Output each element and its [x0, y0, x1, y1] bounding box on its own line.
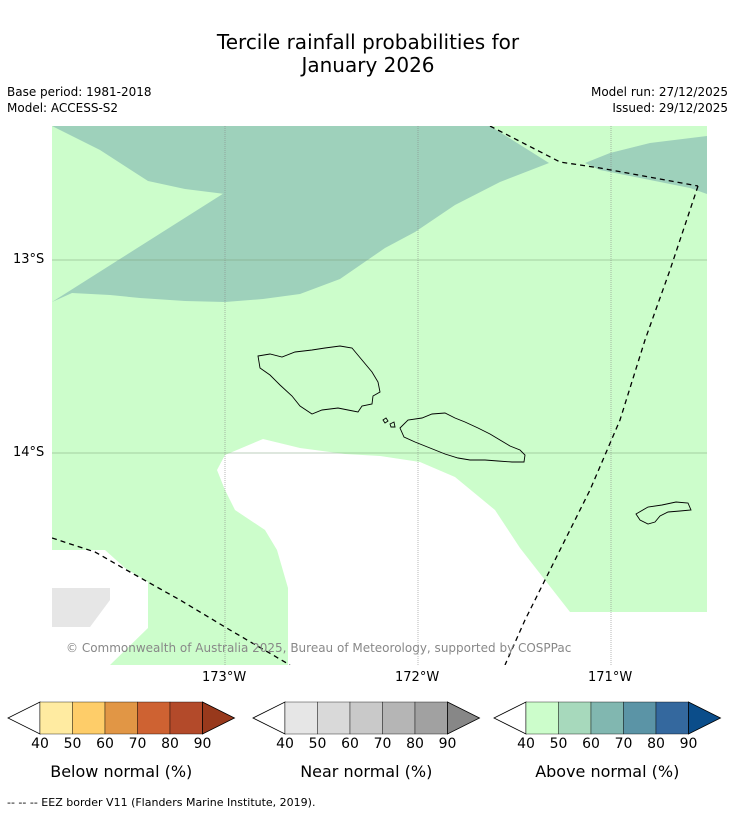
near-colorbar-segment [284, 701, 318, 735]
meta-right: Model run: 27/12/2025 Issued: 29/12/2025 [591, 84, 728, 116]
map-title: Tercile rainfall probabilities for Janua… [0, 31, 736, 77]
below-colorbar-tick-label: 70 [128, 736, 147, 752]
issued-text: Issued: 29/12/2025 [612, 101, 728, 115]
below-colorbar-segment [39, 701, 73, 735]
above-normal-upper-right-band [585, 136, 707, 194]
near-colorbar-segment [382, 701, 416, 735]
below-colorbar-segment [169, 701, 203, 735]
above-colorbar-tick-label: 90 [679, 736, 698, 752]
eez-border [52, 126, 699, 665]
below-colorbar-tick-label: 80 [161, 736, 179, 752]
near-normal-40-50-region [52, 588, 110, 627]
above-colorbar-tick-label: 40 [517, 736, 535, 752]
above-colorbar-tick-label: 70 [614, 736, 633, 752]
eez-border-southwest [52, 537, 291, 665]
map-area [52, 126, 707, 665]
below-normal-legend-title: Below normal (%) [50, 762, 193, 781]
model-run-text: Model run: 27/12/2025 [590, 85, 728, 99]
near-colorbar-segment [317, 701, 351, 735]
lat-label-14s: 14°S [13, 445, 45, 460]
below-colorbar-tick-label: 50 [63, 736, 82, 752]
near-colorbar-tick-label: 40 [276, 736, 294, 752]
below-colorbar-tick-label: 90 [193, 736, 212, 752]
near-colorbar-tick-label: 80 [406, 736, 424, 752]
near-colorbar-extend-high [447, 701, 481, 735]
above-normal-colorbar [493, 701, 722, 735]
map-title-line1: Tercile rainfall probabilities for [216, 30, 520, 54]
manono-island [382, 417, 396, 428]
lat-gridlines [52, 259, 707, 454]
below-colorbar-segment [104, 701, 138, 735]
map-title-line2: January 2026 [301, 53, 435, 77]
above-colorbar-tick-label: 80 [647, 736, 665, 752]
copyright-text: © Commonwealth of Australia 2025, Bureau… [66, 641, 572, 655]
above-colorbar-segment [558, 701, 592, 735]
upolu-island [399, 412, 526, 463]
near-normal-legend-title: Near normal (%) [300, 762, 433, 781]
eez-border-east [504, 185, 699, 665]
below-colorbar-segment [72, 701, 106, 735]
above-colorbar-extend-high [688, 701, 722, 735]
near-colorbar-tick-label: 60 [341, 736, 359, 752]
near-colorbar-tick-label: 50 [308, 736, 327, 752]
savaii-island [257, 345, 381, 415]
near-normal-colorbar [252, 701, 481, 735]
model-text: Model: ACCESS-S2 [7, 101, 119, 115]
near-colorbar-tick-label: 70 [373, 736, 392, 752]
below-colorbar-tick-label: 40 [31, 736, 49, 752]
meta-left: Base period: 1981-2018 Model: ACCESS-S2 [7, 84, 152, 116]
near-colorbar-segment [414, 701, 448, 735]
base-period-text: Base period: 1981-2018 [7, 85, 152, 99]
above-colorbar-segment [525, 701, 559, 735]
above-normal-50-60-band [52, 126, 549, 302]
above-colorbar-segment [623, 701, 657, 735]
above-colorbar-tick-label: 60 [582, 736, 600, 752]
eez-border-north [489, 126, 699, 187]
near-colorbar-tick-label: 90 [438, 736, 457, 752]
lon-label-171w: 171°W [588, 670, 633, 685]
above-normal-legend-title: Above normal (%) [535, 762, 680, 781]
eez-footnote: -- -- -- EEZ border V11 (Flanders Marine… [7, 796, 316, 809]
lon-label-173w: 173°W [202, 670, 247, 685]
tutuila-island [635, 501, 692, 525]
near-colorbar-segment [349, 701, 383, 735]
no-signal-region-south [217, 439, 707, 665]
below-colorbar-tick-label: 60 [96, 736, 114, 752]
lat-label-13s: 13°S [13, 252, 45, 267]
below-normal-colorbar [7, 701, 236, 735]
below-colorbar-extend-high [202, 701, 236, 735]
above-colorbar-tick-label: 50 [549, 736, 568, 752]
lon-label-172w: 172°W [395, 670, 440, 685]
